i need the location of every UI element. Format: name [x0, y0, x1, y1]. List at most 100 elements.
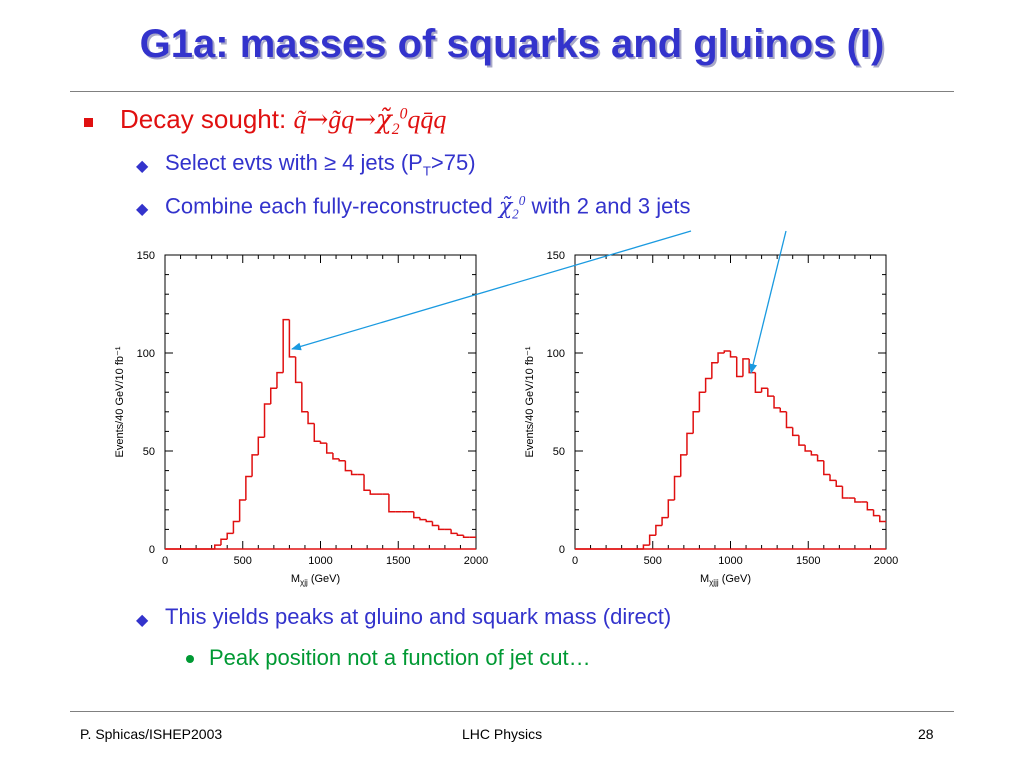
histogram-bin	[269, 387, 277, 404]
combine-suffix: with 2 and 3 jets	[525, 193, 691, 219]
histogram-bin	[829, 474, 837, 482]
histogram-bin	[866, 501, 874, 511]
histogram-bin	[717, 352, 725, 363]
histogram-bin	[282, 318, 290, 373]
bullet-peak-position: Peak position not a function of jet cut…	[209, 645, 591, 670]
histogram-bin	[413, 511, 421, 519]
histogram-bin	[301, 382, 309, 413]
histogram-bin	[735, 356, 743, 378]
chart-chi-jjj: 0 500 1000 1500 2000 0 50 100 150 Mχjjj (GeV) Even…	[524, 250, 898, 587]
x-axis-title: Mχjj (GeV)	[291, 573, 340, 587]
bullet-yields: This yields peaks at gluino and squark m…	[165, 604, 672, 629]
histogram-bin	[437, 525, 445, 531]
bullet-select-events: Select evts with ≥ 4 jets (PT>75)	[165, 150, 476, 178]
histogram-bin	[388, 494, 396, 513]
histogram-bin	[785, 411, 793, 429]
y-tick-label: 0	[149, 544, 155, 556]
decay-neutralino-sub: 2	[391, 121, 400, 139]
x-tick-label: 0	[572, 555, 578, 567]
histogram-bin	[667, 499, 675, 518]
histogram-bin	[879, 515, 886, 523]
bullet-decay-sought: Decay sought: q̃→g̃q→χ̃20qq̄q	[120, 104, 446, 139]
histogram-bin	[363, 474, 371, 491]
x-tick-label: 500	[234, 555, 252, 567]
histogram-bin	[773, 396, 781, 409]
histogram-bin	[350, 470, 358, 476]
histogram-bin	[419, 517, 427, 521]
histogram-bin	[332, 452, 340, 460]
x-axis-title: Mχjjj (GeV)	[700, 573, 751, 587]
y-tick-label: 50	[553, 446, 565, 458]
x-tick-label: 1000	[308, 555, 332, 567]
histogram-bin	[450, 529, 458, 535]
histogram-bin	[313, 423, 321, 442]
y-tick-label: 150	[547, 250, 565, 262]
histogram-bin	[655, 524, 663, 536]
histogram-bin	[462, 535, 470, 538]
histogram-bin	[648, 534, 656, 546]
histogram-bin	[679, 454, 687, 477]
histogram-bin	[307, 411, 315, 425]
x-tick-label: 2000	[464, 555, 488, 567]
y-tick-label: 0	[559, 544, 565, 556]
chart-chi-jj: 0 500 1000 1500 2000 0 50 100 150 Mχjj (GeV) Event…	[114, 250, 488, 587]
histogram-bin	[431, 521, 439, 527]
histogram-bin	[711, 362, 719, 379]
histogram-bin	[767, 388, 775, 397]
decay-squark: q̃	[293, 105, 307, 134]
histogram-bin	[729, 351, 737, 358]
histogram-bin	[723, 350, 731, 353]
select-sub: T	[422, 163, 431, 179]
bullet-square-icon	[84, 118, 93, 127]
footer-divider	[70, 711, 954, 712]
histogram-bin	[642, 544, 650, 549]
histogram-bin	[338, 458, 346, 462]
histogram-bin	[661, 516, 669, 526]
histogram-bin	[760, 387, 768, 393]
decay-gluino-quark: g̃q	[328, 105, 355, 134]
decay-neutralino: χ̃	[376, 105, 392, 135]
y-axis-title: Events/40 GeV/10 fb⁻¹	[114, 346, 126, 457]
y-tick-label: 100	[137, 348, 155, 360]
histogram-bin	[214, 544, 221, 549]
footer-course: LHC Physics	[462, 726, 543, 742]
histogram-bin	[425, 519, 433, 523]
histogram-bin	[344, 460, 352, 472]
combine-prefix: Combine each fully-reconstructed	[165, 193, 499, 219]
slide-title: G1a: masses of squarks and gluinos (I)	[139, 22, 885, 66]
x-tick-label: 1000	[718, 555, 742, 567]
histogram-bin	[686, 432, 694, 455]
bullet-diamond-icon: ◆	[136, 158, 149, 175]
x-tick-label: 500	[644, 555, 662, 567]
x-tick-label: 0	[162, 555, 168, 567]
histogram-bin	[816, 454, 824, 462]
combine-neutralino-sup: 0	[518, 193, 526, 208]
histogram-bin	[319, 441, 327, 444]
histogram-bin	[238, 499, 246, 522]
x-tick-label: 1500	[386, 555, 410, 567]
plot-frame	[574, 254, 887, 550]
y-axis-title: Events/40 GeV/10 fb⁻¹	[524, 346, 536, 457]
histogram-bin	[294, 356, 302, 384]
histogram-bin	[742, 358, 750, 377]
decay-arrow-2: →	[354, 105, 377, 135]
histogram-bin	[276, 371, 284, 389]
y-tick-label: 150	[137, 250, 155, 262]
title-divider	[70, 91, 954, 92]
histogram-bin	[226, 532, 234, 540]
y-tick-label: 50	[143, 446, 155, 458]
histogram-bin	[220, 538, 228, 546]
bullet-diamond-icon: ◆	[136, 612, 149, 629]
histogram-bin	[823, 460, 831, 476]
decay-arrow-1: →	[306, 105, 329, 135]
histogram-bin	[779, 407, 787, 413]
histogram-bin	[232, 520, 240, 534]
histogram-bin	[251, 454, 259, 477]
y-tick-label: 100	[547, 348, 565, 360]
decay-quarks: qq̄q	[407, 105, 447, 134]
histogram-bin	[704, 377, 712, 393]
footer-page-number: 28	[918, 726, 934, 742]
histogram-bin	[673, 475, 681, 500]
histogram-bin	[798, 435, 806, 446]
